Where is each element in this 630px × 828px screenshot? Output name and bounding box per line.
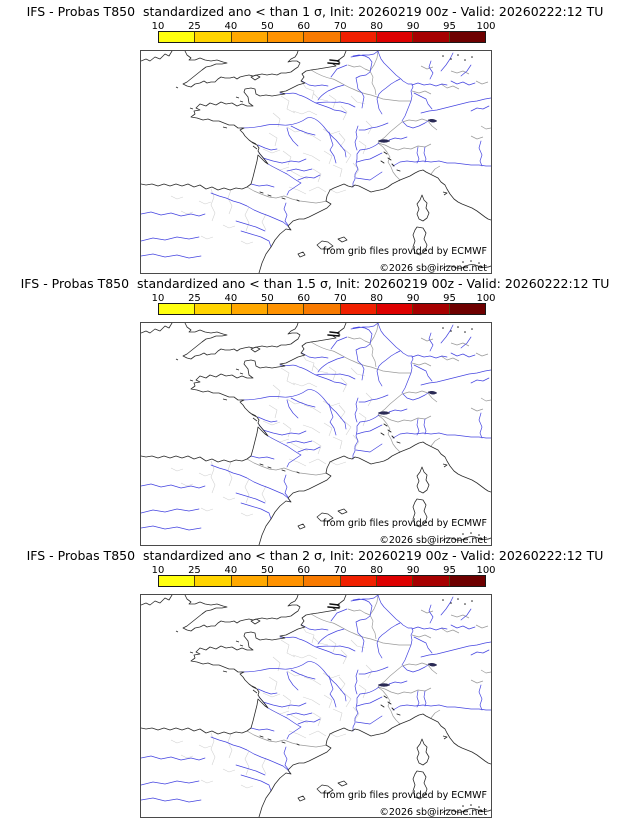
colorbar-tick-label: 25 (188, 21, 201, 32)
colorbar-segment (413, 32, 450, 42)
colorbar-tick-label: 100 (476, 565, 496, 576)
colorbar-segment (231, 304, 268, 314)
colorbar-segment (195, 32, 232, 42)
colorbar-tick-label: 10 (151, 21, 165, 32)
colorbar-tick-label: 80 (370, 565, 384, 576)
colorbar-tick-label: 60 (297, 293, 311, 304)
colorbar-segment (267, 576, 305, 586)
map-france: from grib files provided by ECMWF ©2026 … (140, 594, 492, 818)
colorbar-tick-label: 70 (333, 293, 347, 304)
colorbar-tick-label: 50 (260, 21, 274, 32)
colorbar-tick-label: 90 (406, 293, 420, 304)
colorbar-segment (376, 304, 414, 314)
probability-colorbar (158, 575, 486, 587)
panel-title: IFS - Probas T850 standardized ano < tha… (26, 548, 604, 563)
probability-colorbar (158, 303, 486, 315)
colorbar-tick-label: 95 (443, 565, 456, 576)
colorbar-segment (159, 576, 196, 586)
colorbar-tick-label: 90 (406, 565, 420, 576)
colorbar-segment (195, 576, 232, 586)
colorbar-segment (195, 304, 232, 314)
colorbar-tick-label: 100 (476, 293, 496, 304)
colorbar-tick-label: 60 (297, 565, 311, 576)
probability-colorbar (158, 31, 486, 43)
colorbar-tick-label: 25 (188, 293, 201, 304)
colorbar-segment (340, 304, 377, 314)
colorbar-segment (267, 32, 305, 42)
colorbar-tick-label: 80 (370, 21, 384, 32)
colorbar-segment (449, 304, 485, 314)
colorbar-tick-label: 10 (151, 565, 165, 576)
colorbar-tick-label: 90 (406, 21, 420, 32)
colorbar-tick-label: 60 (297, 21, 311, 32)
colorbar-tick-label: 40 (224, 565, 238, 576)
colorbar-tick-label: 95 (443, 21, 456, 32)
colorbar-tick-label: 100 (476, 21, 496, 32)
ecmwf-credit-text: from grib files provided by ECMWF (323, 790, 487, 801)
colorbar-segment (231, 32, 268, 42)
colorbar-segment (340, 32, 377, 42)
colorbar-tick-label: 80 (370, 293, 384, 304)
forecast-panel-sigma-1: IFS - Probas T850 standardized ano < tha… (0, 4, 630, 276)
map-france: from grib files provided by ECMWF ©2026 … (140, 50, 492, 274)
copyright-text: ©2026 sb@irizone.net (379, 535, 487, 545)
panel-title: IFS - Probas T850 standardized ano < tha… (26, 4, 604, 19)
colorbar-tick-label: 70 (333, 21, 347, 32)
colorbar-tick-labels: 10 25 40 50 60 70 80 90 95 100 (152, 293, 496, 304)
map-france: from grib files provided by ECMWF ©2026 … (140, 322, 492, 546)
forecast-panel-sigma-1.5: IFS - Probas T850 standardized ano < tha… (0, 276, 630, 548)
colorbar-segment (159, 32, 196, 42)
colorbar-tick-label: 50 (260, 565, 274, 576)
colorbar-tick-label: 50 (260, 293, 274, 304)
ecmwf-credit-text: from grib files provided by ECMWF (323, 518, 487, 529)
colorbar-segment (231, 576, 268, 586)
colorbar-tick-label: 40 (224, 21, 238, 32)
colorbar-tick-label: 95 (443, 293, 456, 304)
colorbar-segment (449, 32, 485, 42)
colorbar-tick-label: 70 (333, 565, 347, 576)
panel-title: IFS - Probas T850 standardized ano < tha… (20, 276, 610, 291)
colorbar-segment (159, 304, 196, 314)
colorbar-segment (267, 304, 305, 314)
colorbar-tick-label: 25 (188, 565, 201, 576)
colorbar-segment (340, 576, 377, 586)
colorbar-tick-labels: 10 25 40 50 60 70 80 90 95 100 (152, 21, 496, 32)
colorbar-segment (413, 304, 450, 314)
colorbar-segment (413, 576, 450, 586)
colorbar-segment (376, 576, 414, 586)
colorbar-segment (376, 32, 414, 42)
colorbar-segment (304, 304, 341, 314)
copyright-text: ©2026 sb@irizone.net (379, 807, 487, 817)
colorbar-tick-label: 10 (151, 293, 165, 304)
colorbar-segment (304, 576, 341, 586)
colorbar-tick-labels: 10 25 40 50 60 70 80 90 95 100 (152, 565, 496, 576)
ecmwf-credit-text: from grib files provided by ECMWF (323, 246, 487, 257)
copyright-text: ©2026 sb@irizone.net (379, 263, 487, 273)
colorbar-segment (449, 576, 485, 586)
forecast-panel-sigma-2: IFS - Probas T850 standardized ano < tha… (0, 548, 630, 820)
colorbar-segment (304, 32, 341, 42)
colorbar-tick-label: 40 (224, 293, 238, 304)
